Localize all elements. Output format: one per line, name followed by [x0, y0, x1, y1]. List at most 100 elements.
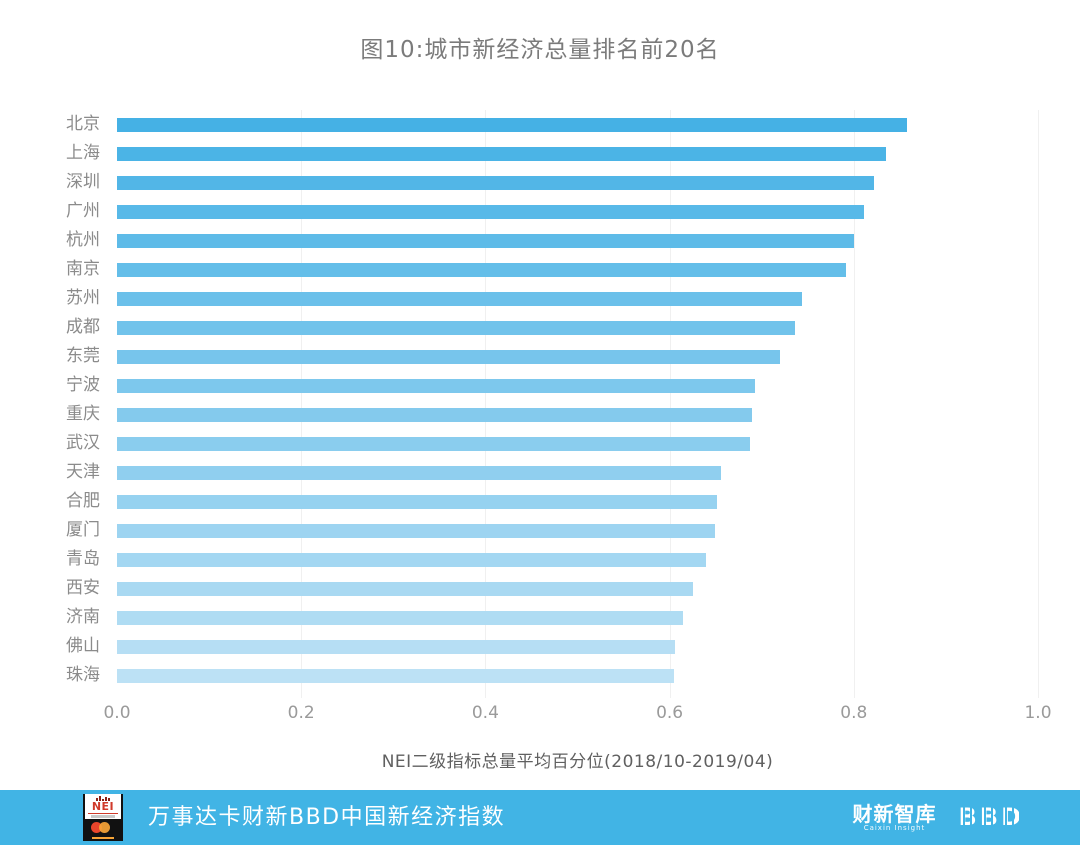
bar: [117, 204, 864, 219]
bar: [117, 262, 846, 277]
bar-row: 青岛: [0, 545, 1038, 574]
bar-track: [117, 320, 1038, 335]
bar-track: [117, 552, 1038, 567]
y-axis-category-label: 合肥: [66, 491, 100, 511]
bar-row: 珠海: [0, 661, 1038, 690]
caixin-logo-subtext: Caixin Insight: [863, 823, 926, 832]
bar-row: 深圳: [0, 168, 1038, 197]
bar-track: [117, 175, 1038, 190]
plot-area: [117, 110, 1039, 698]
bar: [117, 233, 854, 248]
x-tick-label: 0.8: [840, 703, 868, 723]
bar-track: [117, 117, 1038, 132]
bar: [117, 175, 875, 190]
nei-mini-bars-icon: [85, 794, 121, 801]
bar-row: 武汉: [0, 429, 1038, 458]
y-axis-category-label: 珠海: [66, 665, 100, 685]
bbd-logo: BBD: [958, 790, 1024, 845]
y-axis-category-label: 武汉: [66, 433, 100, 453]
caixin-logo-text: 财新智库: [852, 801, 937, 826]
x-tick-label: 0.4: [471, 703, 499, 723]
bar-track: [117, 668, 1038, 683]
bar: [117, 349, 781, 364]
footer-bar: NEI 万事达卡财新BBD中国新经济指数 财新智库 Caixin Insight…: [0, 790, 1080, 845]
y-axis-category-label: 东莞: [66, 346, 100, 366]
bar-track: [117, 639, 1038, 654]
bar-track: [117, 610, 1038, 625]
bar-row: 苏州: [0, 284, 1038, 313]
x-tick-label: 1.0: [1024, 703, 1052, 723]
bar-row: 宁波: [0, 371, 1038, 400]
bar: [117, 436, 750, 451]
bar: [117, 668, 675, 683]
bar: [117, 378, 756, 393]
y-axis-category-label: 苏州: [66, 288, 100, 308]
y-axis-category-label: 成都: [66, 317, 100, 337]
y-axis-category-label: 厦门: [66, 520, 100, 540]
y-axis-category-label: 济南: [66, 607, 100, 627]
bar-track: [117, 581, 1038, 596]
y-axis-category-label: 佛山: [66, 636, 100, 656]
x-tick-label: 0.0: [103, 703, 131, 723]
bar: [117, 494, 718, 509]
bar: [117, 320, 795, 335]
bar-track: [117, 494, 1038, 509]
bar-row: 厦门: [0, 516, 1038, 545]
bar-track: [117, 262, 1038, 277]
y-axis-category-label: 西安: [66, 578, 100, 598]
bar: [117, 407, 753, 422]
bar-track: [117, 204, 1038, 219]
y-axis-category-label: 南京: [66, 259, 100, 279]
bar-row: 西安: [0, 574, 1038, 603]
bar-track: [117, 146, 1038, 161]
y-axis-category-label: 重庆: [66, 404, 100, 424]
mastercard-circles-icon: [83, 822, 123, 834]
bar-track: [117, 378, 1038, 393]
bar-row: 佛山: [0, 632, 1038, 661]
bar: [117, 291, 803, 306]
bar-track: [117, 407, 1038, 422]
nei-underline: [88, 813, 118, 814]
y-axis-category-label: 上海: [66, 143, 100, 163]
caixin-insight-logo: 财新智库 Caixin Insight: [852, 804, 936, 832]
nei-subtext-bar: [91, 815, 115, 818]
bar-track: [117, 291, 1038, 306]
gridline: [669, 110, 671, 698]
y-axis-category-label: 青岛: [66, 549, 100, 569]
bar-track: [117, 233, 1038, 248]
bar-row: 东莞: [0, 342, 1038, 371]
bar-row: 重庆: [0, 400, 1038, 429]
bar: [117, 552, 707, 567]
gridline: [853, 110, 855, 698]
footer-title: 万事达卡财新BBD中国新经济指数: [148, 805, 506, 830]
bar: [117, 610, 684, 625]
bar: [117, 639, 676, 654]
bar-track: [117, 523, 1038, 538]
nei-logo-text: NEI: [91, 800, 115, 813]
bar: [117, 117, 908, 132]
x-tick-label: 0.6: [656, 703, 684, 723]
bar-row: 广州: [0, 197, 1038, 226]
bbd-logo-stripes: [958, 804, 1024, 831]
x-axis-ticks: 0.0 0.2 0.4 0.6 0.8 1.0: [103, 703, 1051, 727]
gridline: [301, 110, 303, 698]
bar-row: 杭州: [0, 226, 1038, 255]
y-axis-category-label: 深圳: [66, 172, 100, 192]
mastercard-subtext-bar: [92, 837, 114, 839]
bar-track: [117, 349, 1038, 364]
bar-row: 天津: [0, 458, 1038, 487]
mastercard-badge: [83, 819, 123, 841]
bar: [117, 523, 715, 538]
bar-row: 合肥: [0, 487, 1038, 516]
bar: [117, 465, 722, 480]
bar-row: 上海: [0, 139, 1038, 168]
chart-title: 图10:城市新经济总量排名前20名: [360, 37, 720, 63]
bar-rows: 北京上海深圳广州杭州南京苏州成都东莞宁波重庆武汉天津合肥厦门青岛西安济南佛山珠海: [0, 110, 1038, 690]
bar-row: 北京: [0, 110, 1038, 139]
y-axis-category-label: 广州: [66, 201, 100, 221]
x-tick-label: 0.2: [287, 703, 315, 723]
footer-right-logos: 财新智库 Caixin Insight BBD: [852, 790, 1024, 845]
y-axis-category-label: 宁波: [66, 375, 100, 395]
gridline: [1038, 110, 1039, 698]
